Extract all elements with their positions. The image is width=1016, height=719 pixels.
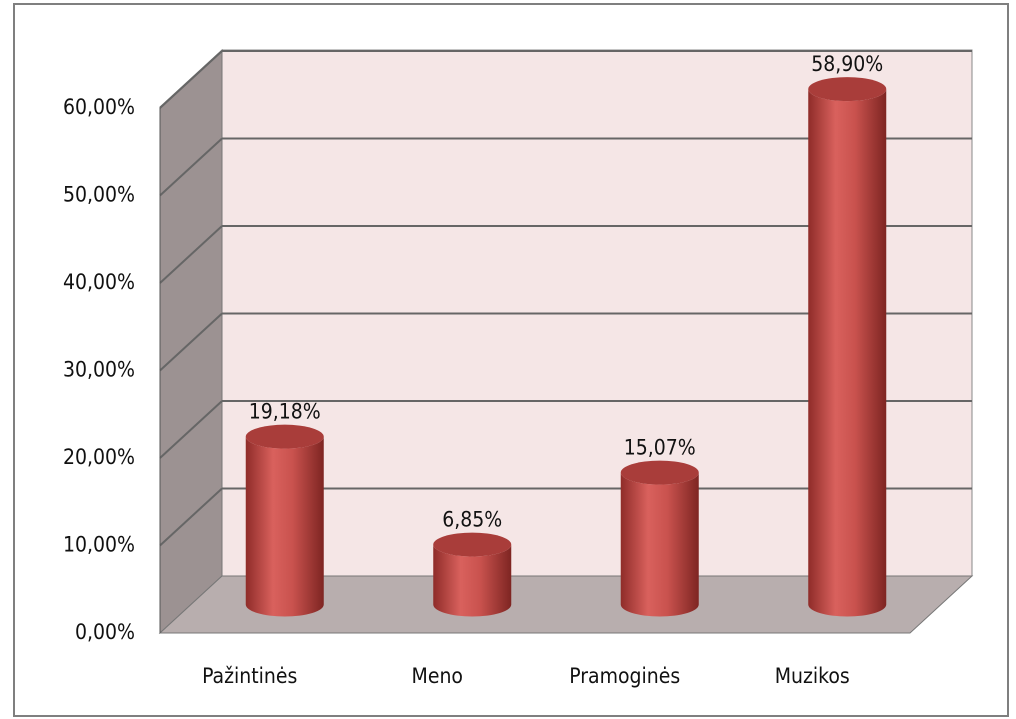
y-tick-label: 0,00% bbox=[75, 620, 135, 644]
y-tick-label: 10,00% bbox=[63, 533, 135, 557]
x-tick-label: Pramoginės bbox=[569, 664, 680, 688]
grid-line bbox=[159, 487, 223, 547]
value-label: 6,85% bbox=[442, 508, 502, 532]
y-tick-label: 60,00% bbox=[63, 95, 135, 119]
bar-top bbox=[808, 77, 887, 102]
grid-line bbox=[159, 137, 223, 197]
y-tick-label: 30,00% bbox=[63, 358, 135, 382]
grid-line bbox=[159, 400, 223, 459]
y-tick-label: 20,00% bbox=[63, 445, 135, 469]
bar bbox=[245, 436, 324, 617]
x-tick-label: Meno bbox=[412, 664, 463, 688]
value-label: 19,18% bbox=[249, 400, 321, 424]
x-tick-label: Pažintinės bbox=[202, 664, 297, 688]
grid-line bbox=[159, 225, 223, 284]
bar bbox=[620, 472, 699, 617]
bar-top bbox=[620, 460, 699, 485]
y-tick-label: 40,00% bbox=[63, 270, 135, 294]
value-label: 15,07% bbox=[624, 436, 696, 460]
bar bbox=[808, 89, 887, 617]
bar-top bbox=[433, 532, 512, 557]
floor bbox=[158, 575, 974, 634]
x-tick-label: Muzikos bbox=[775, 664, 850, 688]
grid-line bbox=[159, 50, 223, 109]
bar-top bbox=[245, 424, 324, 449]
value-label: 58,90% bbox=[811, 52, 883, 76]
grid-line bbox=[159, 312, 223, 372]
y-tick-label: 50,00% bbox=[63, 183, 135, 207]
bar bbox=[433, 544, 512, 617]
